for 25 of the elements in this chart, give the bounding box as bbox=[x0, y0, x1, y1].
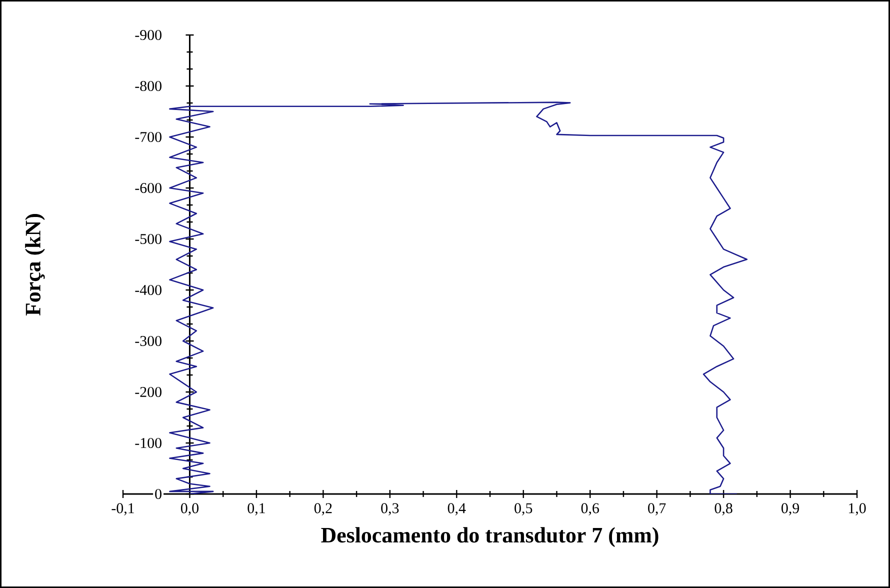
x-tick-label: 0,4 bbox=[448, 503, 466, 516]
x-tick-label: 0,6 bbox=[581, 503, 599, 516]
x-tick-label: 0,2 bbox=[314, 503, 332, 516]
x-tick-label: -0,1 bbox=[112, 503, 134, 516]
y-axis-title: Força (kN) bbox=[25, 214, 45, 316]
x-axis-title: Deslocamento do transdutor 7 (mm) bbox=[321, 527, 658, 548]
x-tick-label: 0,0 bbox=[180, 503, 199, 516]
y-tick-label: -900 bbox=[135, 30, 162, 40]
y-tick-label: -200 bbox=[135, 386, 162, 398]
line-series bbox=[169, 102, 748, 494]
y-tick-label: -700 bbox=[135, 132, 162, 142]
x-tick-label: 1,0 bbox=[848, 503, 866, 516]
x-tick-label: 0,5 bbox=[514, 503, 532, 516]
y-tick-label: -100 bbox=[135, 438, 162, 448]
y-tick-label: 0 bbox=[155, 488, 162, 500]
y-tick-label: -300 bbox=[135, 336, 162, 346]
x-tick-label: 0,8 bbox=[714, 503, 732, 516]
y-tick-label: -400 bbox=[135, 284, 162, 296]
x-tick-label: 0,1 bbox=[248, 503, 265, 516]
x-tick-label: 0,3 bbox=[381, 503, 399, 516]
y-tick-label: -500 bbox=[135, 234, 162, 244]
y-tick-label: -600 bbox=[135, 182, 162, 194]
y-tick-label: -800 bbox=[135, 80, 162, 92]
x-tick-label: 0,9 bbox=[782, 503, 800, 516]
x-tick-label: 0,7 bbox=[648, 503, 666, 516]
